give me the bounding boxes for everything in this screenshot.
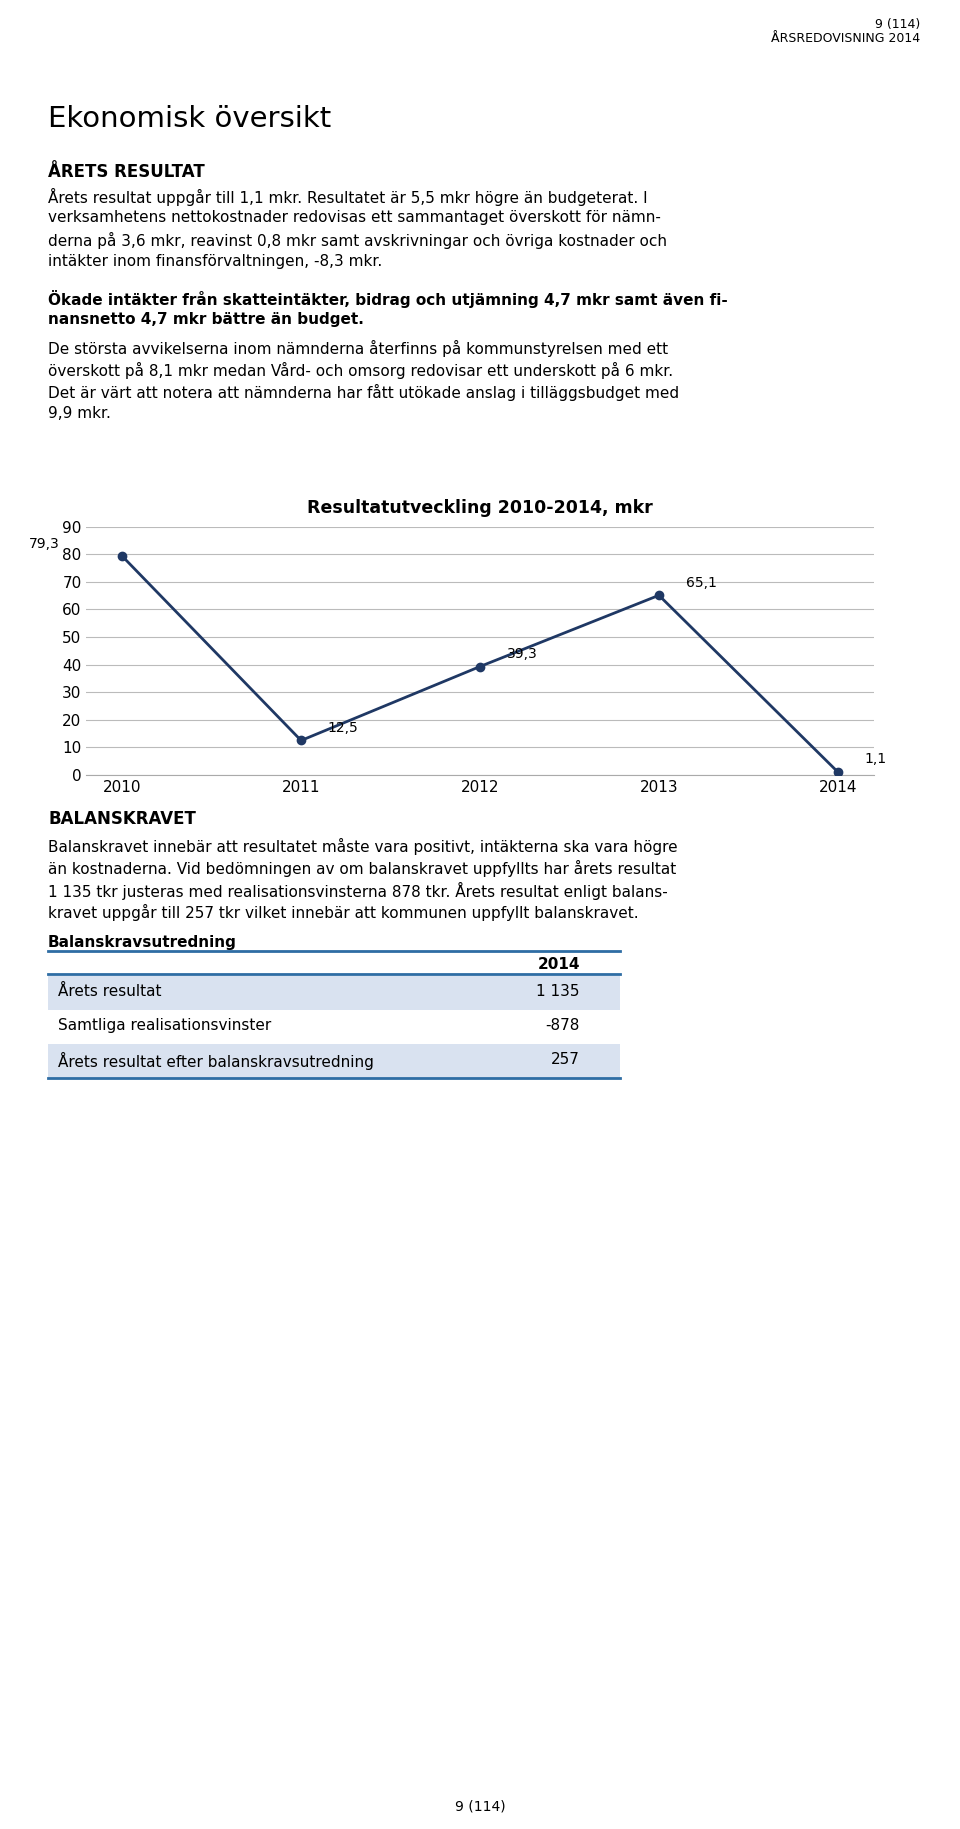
Text: Ökade intäkter från skatteintäkter, bidrag och utjämning 4,7 mkr samt även fi-: Ökade intäkter från skatteintäkter, bidr… [48,291,728,307]
Text: ÅRETS RESULTAT: ÅRETS RESULTAT [48,163,204,181]
Text: än kostnaderna. Vid bedömningen av om balanskravet uppfyllts har årets resultat: än kostnaderna. Vid bedömningen av om ba… [48,860,676,878]
FancyBboxPatch shape [48,1044,620,1077]
Text: 39,3: 39,3 [507,647,538,660]
FancyBboxPatch shape [48,977,620,1010]
Text: Balanskravet innebär att resultatet måste vara positivt, intäkterna ska vara hög: Balanskravet innebär att resultatet måst… [48,838,678,854]
Text: De största avvikelserna inom nämnderna återfinns på kommunstyrelsen med ett: De största avvikelserna inom nämnderna å… [48,340,668,357]
Text: nansnetto 4,7 mkr bättre än budget.: nansnetto 4,7 mkr bättre än budget. [48,313,364,327]
Text: 9,9 mkr.: 9,9 mkr. [48,406,110,421]
Text: derna på 3,6 mkr, reavinst 0,8 mkr samt avskrivningar och övriga kostnader och: derna på 3,6 mkr, reavinst 0,8 mkr samt … [48,232,667,249]
Text: Balanskravsutredning: Balanskravsutredning [48,935,237,949]
Text: 12,5: 12,5 [328,721,359,735]
Text: överskott på 8,1 mkr medan Vård- och omsorg redovisar ett underskott på 6 mkr.: överskott på 8,1 mkr medan Vård- och oms… [48,362,673,379]
Text: ÅRSREDOVISNING 2014: ÅRSREDOVISNING 2014 [771,31,920,46]
Text: 1,1: 1,1 [865,752,887,766]
Text: 1 135 tkr justeras med realisationsvinsterna 878 tkr. Årets resultat enligt bala: 1 135 tkr justeras med realisationsvinst… [48,882,668,900]
Text: 65,1: 65,1 [685,576,716,589]
Text: kravet uppgår till 257 tkr vilket innebär att kommunen uppfyllt balanskravet.: kravet uppgår till 257 tkr vilket innebä… [48,904,638,922]
Text: 9 (114): 9 (114) [875,18,920,31]
Text: 79,3: 79,3 [29,536,60,551]
Text: verksamhetens nettokostnader redovisas ett sammantaget överskott för nämn-: verksamhetens nettokostnader redovisas e… [48,210,660,225]
Title: Resultatutveckling 2010-2014, mkr: Resultatutveckling 2010-2014, mkr [307,499,653,516]
Text: Årets resultat uppgår till 1,1 mkr. Resultatet är 5,5 mkr högre än budgeterat. I: Årets resultat uppgår till 1,1 mkr. Resu… [48,188,648,207]
Text: 2014: 2014 [538,957,580,971]
FancyBboxPatch shape [48,1010,620,1044]
Text: 1 135: 1 135 [537,984,580,999]
Text: BALANSKRAVET: BALANSKRAVET [48,810,196,829]
Text: Det är värt att notera att nämnderna har fått utökade anslag i tilläggsbudget me: Det är värt att notera att nämnderna har… [48,384,679,401]
Text: Ekonomisk översikt: Ekonomisk översikt [48,104,331,134]
Text: Samtliga realisationsvinster: Samtliga realisationsvinster [58,1019,272,1033]
Text: 9 (114): 9 (114) [455,1800,505,1814]
Text: 257: 257 [551,1052,580,1066]
Text: Årets resultat: Årets resultat [58,984,161,999]
Text: intäkter inom finansförvaltningen, -8,3 mkr.: intäkter inom finansförvaltningen, -8,3 … [48,254,382,269]
Text: Årets resultat efter balanskravsutredning: Årets resultat efter balanskravsutrednin… [58,1052,373,1070]
Text: -878: -878 [545,1019,580,1033]
